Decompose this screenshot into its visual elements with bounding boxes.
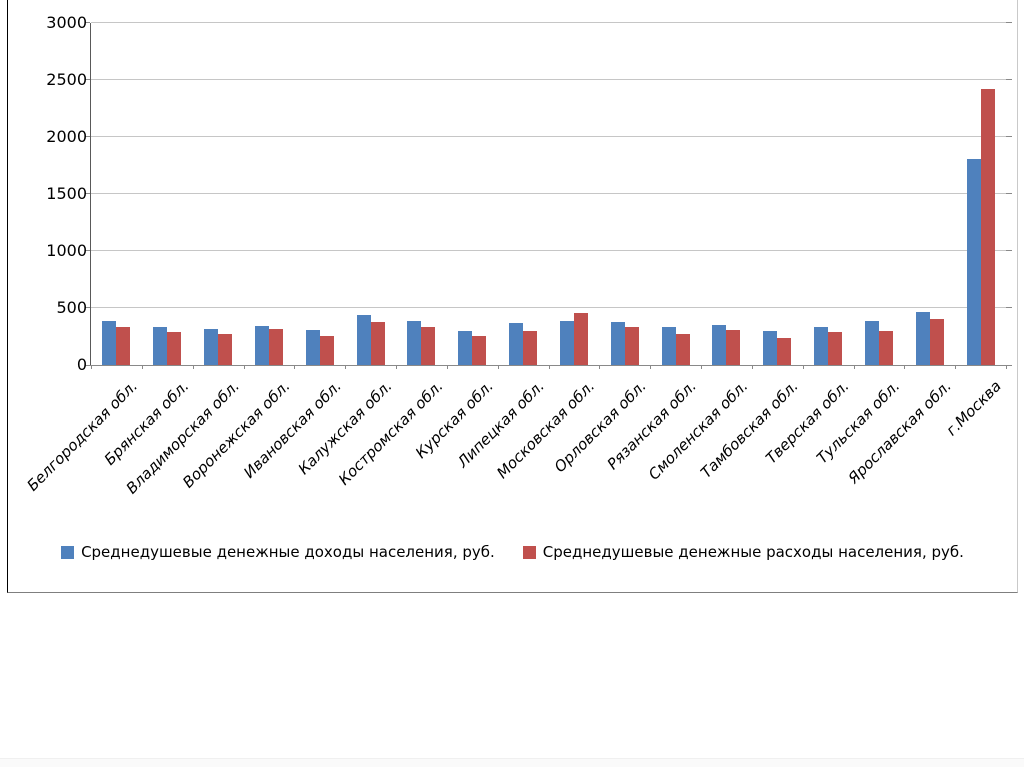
- x-category-label: Рязанская обл.: [604, 377, 701, 474]
- y-grid-end-tick: [1006, 22, 1012, 23]
- income-bar: [661, 327, 676, 365]
- income-bar: [356, 315, 371, 365]
- income-bar: [610, 322, 625, 365]
- income-bar: [509, 323, 524, 365]
- income-bar: [204, 329, 219, 365]
- x-axis-tick: [955, 365, 957, 369]
- x-axis-tick: [192, 365, 194, 369]
- x-category-label: Калужская обл.: [294, 377, 396, 479]
- income-bar: [458, 331, 473, 365]
- income-bar: [864, 321, 879, 365]
- legend-label-income: Среднедушевые денежные доходы населения,…: [81, 543, 495, 561]
- y-axis-tick: [85, 307, 90, 308]
- expense-bar: [726, 330, 741, 365]
- y-axis-tick: [85, 365, 90, 366]
- expense-bar: [573, 313, 588, 365]
- y-grid-end-tick: [1006, 193, 1012, 194]
- x-axis-tick: [345, 365, 347, 369]
- x-category-label: Липецкая обл.: [453, 377, 548, 472]
- expense-bar: [167, 332, 182, 365]
- y-axis-tick: [85, 250, 90, 251]
- y-grid-end-tick: [1006, 136, 1012, 137]
- y-tick-label: 3000: [46, 13, 87, 32]
- expense-bar: [218, 334, 233, 365]
- y-axis-line: [90, 23, 91, 365]
- y-grid-end-tick: [1006, 250, 1012, 251]
- x-axis-tick: [141, 365, 143, 369]
- x-axis-tick: [548, 365, 550, 369]
- y-tick-label: 2500: [46, 70, 87, 89]
- x-axis-tick: [446, 365, 448, 369]
- x-axis-tick: [91, 365, 92, 369]
- x-axis-tick: [294, 365, 296, 369]
- x-axis-tick: [497, 365, 499, 369]
- x-axis-tick: [599, 365, 601, 369]
- income-bar: [153, 327, 168, 365]
- expense-bar: [472, 336, 487, 365]
- y-tick-label: 500: [56, 298, 87, 317]
- expense-series-swatch-icon: [522, 545, 536, 559]
- page-bottom-strip: [0, 758, 1024, 767]
- legend-label-expense: Среднедушевые денежные расходы населения…: [542, 543, 964, 561]
- x-axis-tick: [701, 365, 702, 369]
- income-bar: [559, 321, 574, 365]
- y-tick-label: 1500: [46, 184, 87, 203]
- x-axis-tick: [904, 365, 906, 369]
- gridline: [91, 193, 1006, 194]
- expense-bar: [675, 334, 690, 365]
- expense-bar: [777, 338, 792, 365]
- y-axis-tick: [85, 79, 90, 80]
- y-tick-label: 2000: [46, 127, 87, 146]
- y-tick-label: 1000: [46, 241, 87, 260]
- income-bar: [966, 159, 981, 365]
- income-bar: [763, 331, 778, 365]
- legend: Среднедушевые денежные доходы населения,…: [8, 543, 1017, 561]
- income-bar: [102, 321, 117, 365]
- income-bar: [814, 327, 829, 365]
- expense-bar: [268, 329, 283, 365]
- x-axis-line: [90, 365, 1006, 366]
- income-bar: [407, 321, 422, 365]
- legend-item-expense: Среднедушевые денежные расходы населения…: [522, 543, 964, 561]
- expense-bar: [929, 319, 944, 365]
- plot-area: [85, 22, 1012, 369]
- expense-bar: [624, 327, 639, 365]
- x-axis-tick: [751, 365, 753, 369]
- chart-frame: 0 500 1000 1500 2000 2500 3000 Белгородская об…: [7, 0, 1018, 593]
- x-axis-tick: [396, 365, 397, 369]
- income-bar: [915, 312, 930, 365]
- income-series-swatch-icon: [61, 545, 75, 559]
- expense-bar: [116, 327, 131, 365]
- income-bar: [712, 325, 727, 365]
- y-tick-label: 0: [76, 355, 87, 374]
- income-bar: [254, 326, 269, 365]
- expense-bar: [828, 332, 843, 365]
- y-axis-tick: [85, 136, 90, 137]
- gridline: [91, 250, 1006, 251]
- x-axis-tick: [650, 365, 652, 369]
- gridline: [91, 79, 1006, 80]
- x-axis-tick: [802, 365, 804, 369]
- x-axis-tick: [853, 365, 855, 369]
- gridline: [91, 136, 1006, 137]
- expense-bar: [878, 331, 893, 365]
- expense-bar: [319, 336, 334, 365]
- y-axis-tick: [85, 22, 90, 23]
- x-axis-tick: [1006, 365, 1007, 369]
- x-axis-tick: [243, 365, 245, 369]
- legend-item-income: Среднедушевые денежные доходы населения,…: [61, 543, 495, 561]
- gridline: [91, 307, 1006, 308]
- expense-bar: [523, 331, 538, 365]
- income-bar: [305, 330, 320, 365]
- y-axis-tick: [85, 193, 90, 194]
- expense-bar: [370, 322, 385, 365]
- y-grid-end-tick: [1006, 307, 1012, 308]
- y-grid-end-tick: [1006, 79, 1012, 80]
- y-grid-end-tick: [1006, 365, 1012, 366]
- x-category-label: Орловская обл.: [550, 377, 650, 477]
- gridline: [91, 22, 1006, 23]
- expense-bar: [421, 327, 436, 365]
- expense-bar: [980, 89, 995, 365]
